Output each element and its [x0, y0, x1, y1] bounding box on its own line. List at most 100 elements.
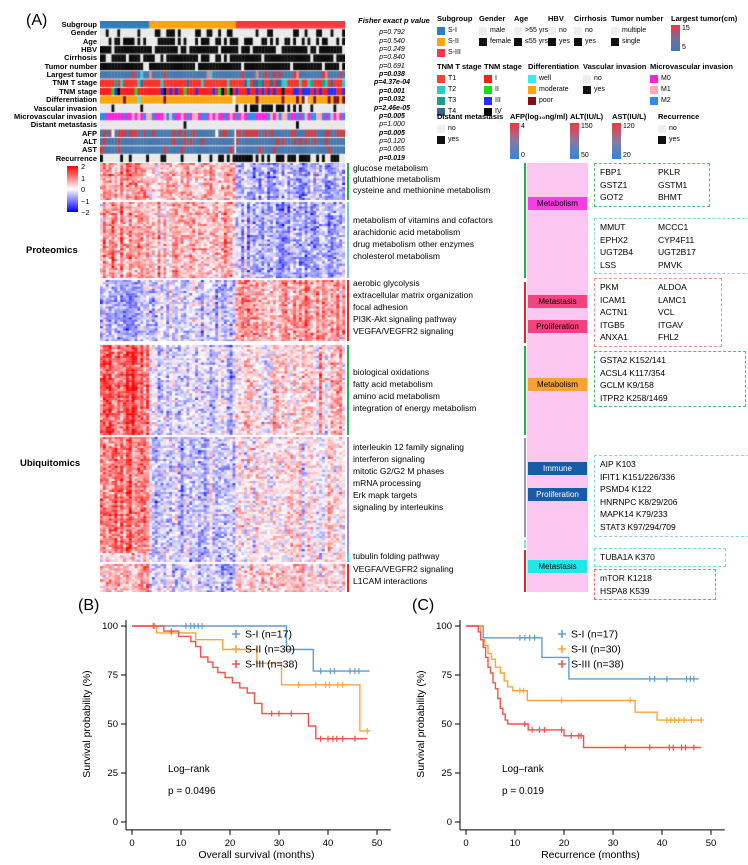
legend-gradient-labels: 120 20 [623, 123, 635, 159]
legend-title-14: ALT(IU/L) [570, 112, 604, 121]
legend-item-label: T1 [448, 75, 457, 82]
recurrence-survival-plot: 0 25 50 75 100 0 10 20 30 40 50 Recurrence (months)… [415, 620, 725, 861]
legend-item-label: yes [594, 86, 605, 93]
colorbar-label-2: 0 [81, 185, 86, 194]
track-label-10: Vascular invasion [33, 103, 97, 113]
track-label-7: TNM T stage [52, 78, 97, 88]
p-value-6: p=0.038 [379, 71, 405, 79]
p-value-2: p=0.540 [379, 37, 405, 45]
censor-mark [364, 727, 371, 734]
legend-group-9: Differentiation well moderate poor [528, 62, 579, 106]
track-label-8: TNM stage [59, 86, 97, 96]
legend-item-label: yes [669, 136, 680, 143]
km-curve [466, 625, 702, 749]
legend-title-5: Tumor number [611, 14, 664, 23]
logrank-label: Log–rank [502, 764, 545, 775]
gene-site: TUBA1A K370 [600, 552, 655, 562]
legend-item: >55 yrs [514, 25, 548, 36]
legend-item: III [484, 95, 522, 106]
gene-name: FHL2 [658, 332, 679, 343]
censor-mark [698, 717, 705, 724]
pathway-4-1: interferon signaling [353, 454, 425, 464]
track-label-0: Subgroup [61, 20, 97, 29]
gene-name: ITGAV [658, 319, 683, 330]
track-label-16: Recurrence [55, 153, 97, 163]
legend-item-label: no [559, 27, 567, 34]
x-tick: 30 [608, 838, 619, 849]
legend-swatch [548, 26, 556, 35]
y-tick: 100 [436, 621, 452, 632]
censor-mark [690, 744, 697, 751]
gene-name: ACTN1 [600, 307, 628, 318]
legend-item-label: no [585, 27, 593, 34]
legend-item: yes [574, 36, 607, 47]
legend-title-9: Differentiation [528, 62, 579, 71]
censor-mark [276, 710, 282, 717]
gene-name: UGT2B4 [600, 247, 634, 258]
track-label-13: AFP [82, 128, 97, 138]
pathway-4-5: signaling by interleukins [353, 502, 444, 512]
p-value-3: p=0.249 [379, 46, 405, 54]
legend-item-label: male [490, 27, 506, 34]
censor-mark [622, 744, 629, 751]
legend-item-label: T4 [448, 108, 457, 115]
legend-item: female [479, 36, 511, 47]
legend-group-6: Largest tumor(cm) 15 5 [671, 14, 737, 51]
legend-group-10: Vascular invasion no yes [583, 62, 646, 95]
legend-item-label: III [495, 97, 501, 104]
colorbar-label-1: 1 [81, 173, 86, 183]
legend-item: T1 [437, 73, 482, 84]
legend-swatch [437, 48, 445, 57]
y-axis-title: Survival probability (%) [415, 670, 427, 777]
legend-item: single [611, 36, 663, 47]
pathway-3-3: integration of energy metabolism [353, 403, 477, 413]
censor-mark [558, 697, 565, 704]
track-label-6: Largest tumor [46, 70, 97, 80]
p-value-10: p=2.46e-05 [374, 104, 410, 112]
km-legend-label: S-I (n=17) [571, 629, 618, 641]
legend-swatch [514, 37, 522, 46]
x-tick: 20 [559, 838, 570, 849]
censor-mark [663, 675, 670, 682]
legend-item: moderate [528, 84, 579, 95]
cluster-sidebar-segment-1 [346, 202, 349, 278]
legend-item: S-I [437, 25, 472, 36]
legend-gradient: 150 50 [570, 123, 603, 159]
gene-name: ALDOA [658, 282, 687, 292]
panel-a-label: (A) [26, 12, 48, 29]
legend-item-label: moderate [539, 86, 569, 93]
gene-box-1: MMUT MCCC1 EPHX2 CYP4F11 UGT2B4 UGT2B17 LSS PMV… [594, 218, 748, 275]
legend-item-label: M0 [661, 75, 671, 82]
legend-swatch [650, 74, 658, 83]
gradient-bottom-label: 0 [521, 152, 525, 159]
legend-item: no [658, 123, 699, 134]
y-tick: 50 [107, 719, 118, 730]
legend-item: M0 [650, 73, 733, 84]
legend-item: M2 [650, 95, 733, 106]
censor-mark [351, 735, 358, 742]
x-tick: 0 [129, 838, 134, 849]
band-line-segment-0 [523, 163, 526, 278]
category-chip-2: Proliferation [528, 320, 587, 333]
gene-box-grid: PKM ALDOA ICAM1 LAMC1 ACTN1 VCL ITGB5 ITGAV ANXA… [600, 281, 716, 344]
legend-swatch [611, 37, 619, 46]
legend-plus-icon [232, 630, 240, 638]
pathway-0-0: glucose metabolism [353, 163, 429, 173]
gene-name: BHMT [658, 192, 683, 203]
legend-swatch [437, 124, 445, 133]
legend-swatch [484, 96, 492, 105]
panel-b-label: (B) [78, 597, 100, 614]
legend-title-10: Vascular invasion [583, 62, 647, 71]
gene-name: MMUT [600, 222, 626, 232]
pathway-1-2: drug metabolism other enzymes [353, 239, 474, 249]
overall-survival-plot: 0 25 50 75 100 0 10 20 30 40 50 Overall survival (m… [81, 620, 391, 861]
censor-mark [558, 726, 565, 733]
gene-box-grid: FBP1 PKLR GSTZ1 GSTM1 GOT2 BHMT [600, 166, 704, 204]
track-label-14: ALT [82, 136, 97, 146]
pathway-6-0: VEGFA/VEGFR2 signaling [353, 564, 454, 574]
legend-item: yes [437, 134, 503, 145]
pathway-5-0: tubulin folding pathway [353, 551, 440, 561]
legend-title-6: Largest tumor(cm) [671, 14, 738, 23]
